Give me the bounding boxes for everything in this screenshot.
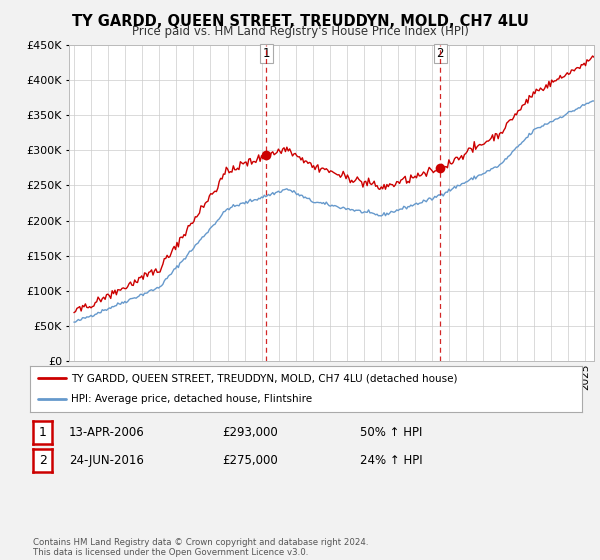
Text: 1: 1 <box>263 47 270 60</box>
Text: 2: 2 <box>38 454 47 467</box>
Text: TY GARDD, QUEEN STREET, TREUDDYN, MOLD, CH7 4LU: TY GARDD, QUEEN STREET, TREUDDYN, MOLD, … <box>71 14 529 29</box>
Text: Price paid vs. HM Land Registry's House Price Index (HPI): Price paid vs. HM Land Registry's House … <box>131 25 469 38</box>
Text: 2: 2 <box>436 47 444 60</box>
Text: 24% ↑ HPI: 24% ↑ HPI <box>360 454 422 467</box>
Text: £275,000: £275,000 <box>222 454 278 467</box>
Text: 50% ↑ HPI: 50% ↑ HPI <box>360 426 422 439</box>
Text: HPI: Average price, detached house, Flintshire: HPI: Average price, detached house, Flin… <box>71 394 313 404</box>
Text: 13-APR-2006: 13-APR-2006 <box>69 426 145 439</box>
Text: TY GARDD, QUEEN STREET, TREUDDYN, MOLD, CH7 4LU (detached house): TY GARDD, QUEEN STREET, TREUDDYN, MOLD, … <box>71 373 458 383</box>
Text: Contains HM Land Registry data © Crown copyright and database right 2024.
This d: Contains HM Land Registry data © Crown c… <box>33 538 368 557</box>
Text: 24-JUN-2016: 24-JUN-2016 <box>69 454 144 467</box>
Text: £293,000: £293,000 <box>222 426 278 439</box>
Text: 1: 1 <box>38 426 47 439</box>
